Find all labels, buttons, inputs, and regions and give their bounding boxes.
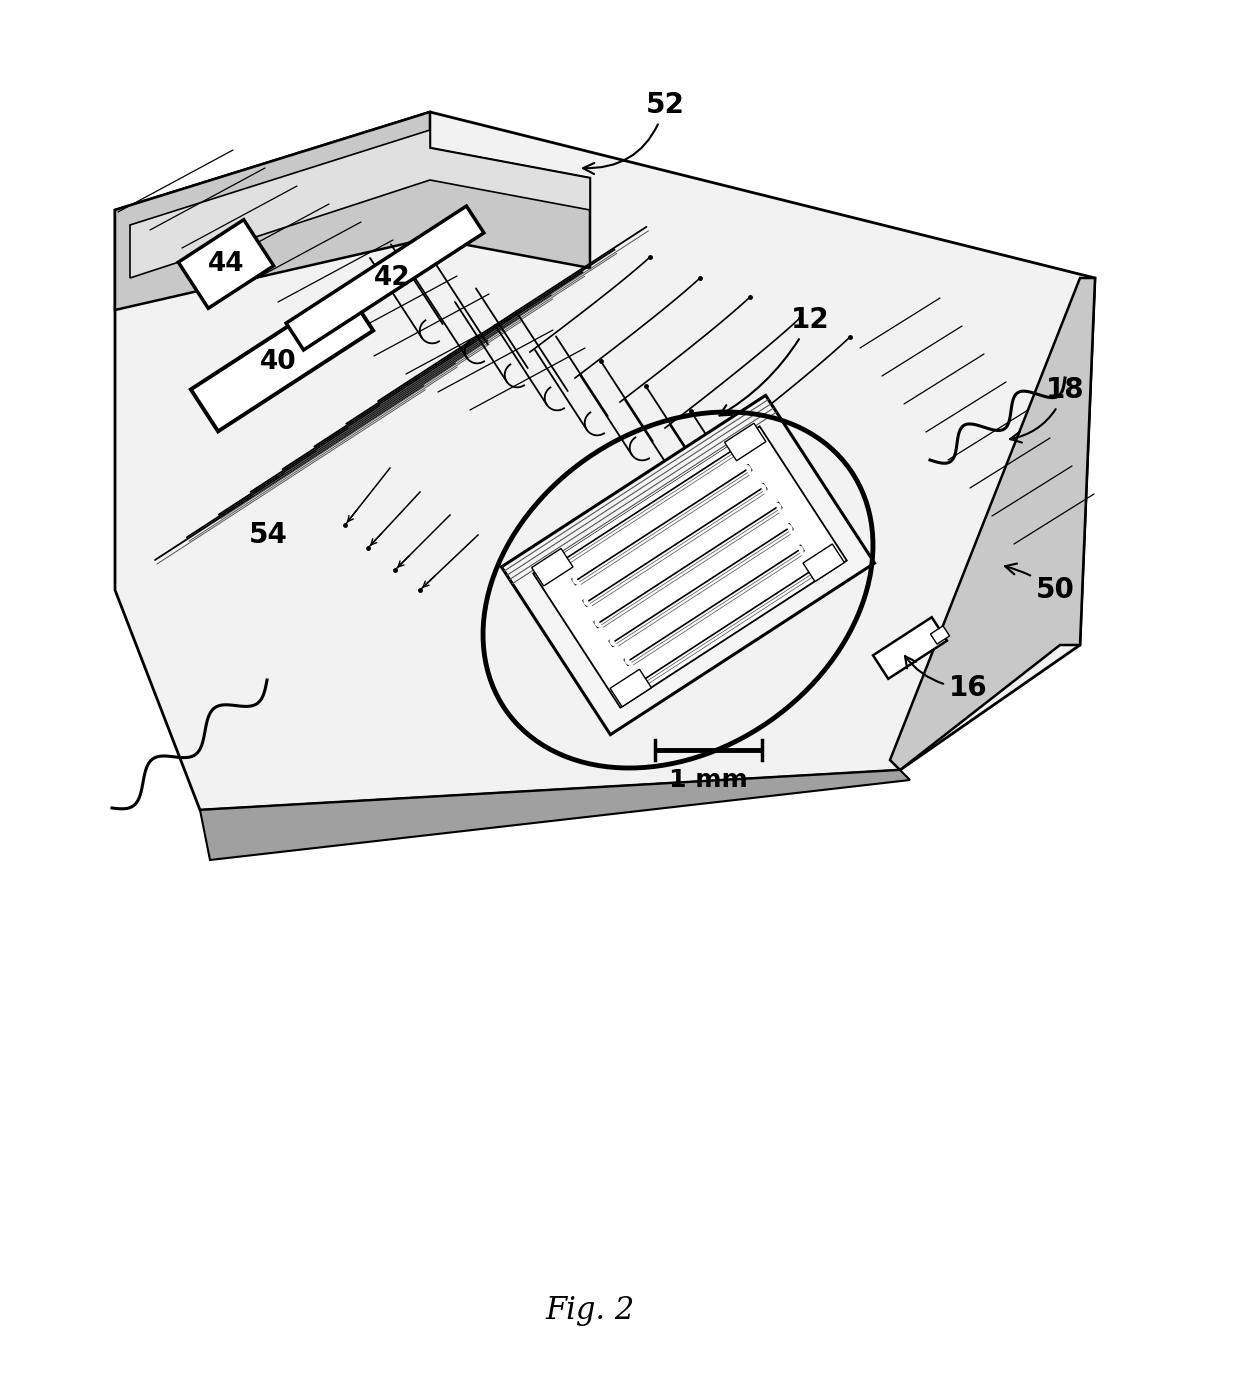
Polygon shape [533, 426, 847, 707]
Text: 54: 54 [248, 520, 288, 549]
Text: 40: 40 [259, 349, 296, 375]
Polygon shape [594, 502, 782, 628]
Polygon shape [804, 544, 844, 581]
Polygon shape [130, 130, 590, 278]
Text: 50: 50 [1004, 563, 1074, 603]
Text: 18: 18 [1011, 376, 1084, 443]
Polygon shape [624, 545, 805, 666]
Polygon shape [930, 626, 950, 644]
Polygon shape [724, 424, 766, 461]
Polygon shape [286, 206, 484, 350]
Polygon shape [115, 112, 1095, 810]
Text: 44: 44 [208, 251, 244, 277]
Polygon shape [200, 770, 910, 859]
Polygon shape [560, 446, 737, 563]
Polygon shape [115, 112, 590, 310]
Text: 12: 12 [719, 306, 830, 415]
Text: Fig. 2: Fig. 2 [546, 1294, 635, 1326]
Text: 1 mm: 1 mm [670, 768, 748, 792]
Polygon shape [179, 220, 274, 309]
Polygon shape [639, 566, 816, 684]
Text: 52: 52 [583, 91, 684, 174]
Text: 42: 42 [373, 264, 410, 291]
Polygon shape [501, 396, 874, 735]
Polygon shape [583, 483, 768, 606]
Polygon shape [890, 278, 1095, 770]
Polygon shape [610, 670, 651, 707]
Polygon shape [873, 617, 947, 678]
Polygon shape [609, 523, 794, 646]
Polygon shape [191, 289, 373, 432]
Text: 16: 16 [905, 656, 987, 702]
Polygon shape [532, 548, 573, 585]
Polygon shape [572, 465, 751, 585]
